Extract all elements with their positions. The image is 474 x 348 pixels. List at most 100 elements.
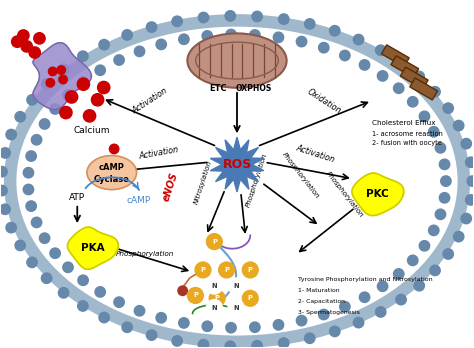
Circle shape <box>39 233 50 243</box>
Circle shape <box>77 78 90 90</box>
Polygon shape <box>67 227 118 269</box>
Circle shape <box>198 12 209 23</box>
Text: PKC: PKC <box>366 189 389 199</box>
Text: ATP: ATP <box>69 193 85 202</box>
Circle shape <box>467 176 474 186</box>
Circle shape <box>202 321 212 331</box>
Circle shape <box>99 312 109 323</box>
Circle shape <box>60 106 72 119</box>
Circle shape <box>26 201 36 211</box>
Circle shape <box>27 257 37 268</box>
Circle shape <box>439 192 450 203</box>
Circle shape <box>46 79 55 87</box>
Circle shape <box>252 11 262 22</box>
Text: N: N <box>233 283 239 289</box>
Circle shape <box>41 79 52 89</box>
Circle shape <box>172 336 182 346</box>
Circle shape <box>206 278 222 294</box>
Text: ETC: ETC <box>210 85 227 93</box>
Text: 2- fusion with oocyte: 2- fusion with oocyte <box>372 140 442 146</box>
Circle shape <box>122 322 132 332</box>
Circle shape <box>29 47 40 58</box>
Circle shape <box>359 60 370 70</box>
Ellipse shape <box>187 33 287 88</box>
Circle shape <box>15 112 26 122</box>
Circle shape <box>252 341 262 348</box>
Circle shape <box>48 67 57 76</box>
Circle shape <box>353 317 364 328</box>
Circle shape <box>114 55 124 65</box>
Text: 3- Spermatogenesis: 3- Spermatogenesis <box>299 310 360 315</box>
Circle shape <box>279 338 289 348</box>
Polygon shape <box>391 56 419 78</box>
Circle shape <box>296 315 307 326</box>
Text: Nitrosylation: Nitrosylation <box>193 159 213 205</box>
Circle shape <box>319 42 329 53</box>
Circle shape <box>273 32 283 42</box>
Circle shape <box>202 31 212 41</box>
Text: Activation: Activation <box>294 143 336 164</box>
Text: 1- Maturation: 1- Maturation <box>299 288 340 293</box>
Circle shape <box>408 97 418 107</box>
Circle shape <box>465 157 474 167</box>
Text: Phosphorylation: Phosphorylation <box>116 251 174 257</box>
Circle shape <box>393 269 404 279</box>
Text: Cholesterol Efflux: Cholesterol Efflux <box>372 120 435 126</box>
Circle shape <box>304 333 315 343</box>
Circle shape <box>178 286 187 295</box>
Circle shape <box>209 290 225 306</box>
Circle shape <box>6 222 17 233</box>
Circle shape <box>41 273 52 283</box>
Circle shape <box>15 240 26 251</box>
Circle shape <box>34 33 45 44</box>
Circle shape <box>443 249 454 259</box>
Circle shape <box>0 204 10 214</box>
Text: P: P <box>248 267 253 273</box>
Circle shape <box>18 30 29 41</box>
Circle shape <box>296 37 307 47</box>
Circle shape <box>219 262 235 278</box>
Circle shape <box>78 301 88 311</box>
Circle shape <box>59 75 67 84</box>
Text: N: N <box>233 305 239 311</box>
Circle shape <box>83 110 96 122</box>
Circle shape <box>225 341 236 348</box>
Circle shape <box>134 306 145 316</box>
Circle shape <box>65 91 78 103</box>
Circle shape <box>250 322 260 332</box>
Circle shape <box>114 297 124 307</box>
Text: cAMP: cAMP <box>99 163 125 172</box>
Circle shape <box>359 292 370 302</box>
Circle shape <box>187 287 203 303</box>
Text: Cyclase: Cyclase <box>94 175 130 184</box>
Circle shape <box>428 127 439 137</box>
Circle shape <box>63 262 73 272</box>
Text: P: P <box>215 295 219 301</box>
Text: N: N <box>211 283 217 289</box>
Circle shape <box>172 16 182 26</box>
Circle shape <box>78 275 88 285</box>
Circle shape <box>414 71 424 82</box>
Text: 2- Capacitation: 2- Capacitation <box>299 299 346 304</box>
Circle shape <box>454 231 464 242</box>
Circle shape <box>39 119 50 129</box>
Circle shape <box>228 278 244 294</box>
Text: P: P <box>248 295 253 301</box>
Text: Activation: Activation <box>138 145 180 161</box>
Circle shape <box>58 64 69 74</box>
Circle shape <box>250 30 260 40</box>
Circle shape <box>329 25 340 36</box>
Circle shape <box>179 34 189 45</box>
Circle shape <box>156 39 166 50</box>
Circle shape <box>340 50 350 61</box>
Circle shape <box>195 262 211 278</box>
Circle shape <box>435 143 446 153</box>
Circle shape <box>319 309 329 320</box>
Circle shape <box>57 66 65 74</box>
Text: cAMP: cAMP <box>127 196 151 205</box>
Circle shape <box>441 176 451 186</box>
Circle shape <box>461 139 472 149</box>
Text: PKA: PKA <box>81 243 105 253</box>
Polygon shape <box>352 173 404 215</box>
Text: OXPHOS: OXPHOS <box>236 85 272 93</box>
